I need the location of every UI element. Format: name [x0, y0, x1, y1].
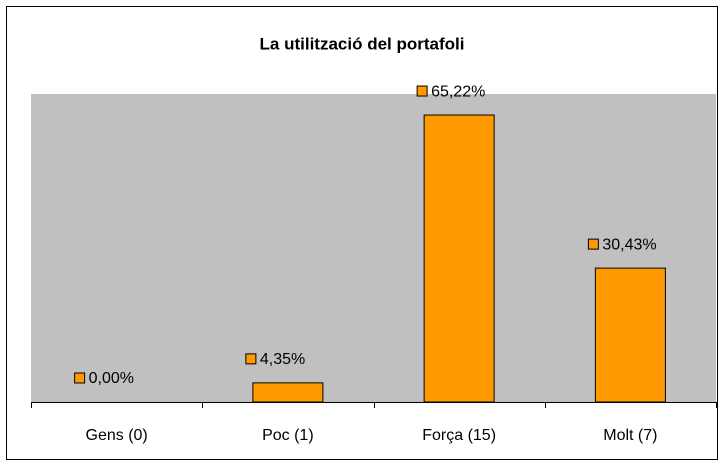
- label-key: [74, 372, 86, 384]
- data-label: 4,35%: [260, 351, 305, 368]
- bar: [252, 382, 324, 403]
- data-label: 65,22%: [431, 83, 485, 100]
- label-key: [245, 353, 257, 365]
- x-tick-label: Molt (7): [603, 427, 657, 444]
- bar: [594, 267, 666, 403]
- x-tick-label: Gens (0): [86, 427, 148, 444]
- x-tick-label: Força (15): [422, 427, 496, 444]
- data-label: 0,00%: [89, 370, 134, 387]
- bar: [423, 114, 495, 403]
- label-key: [416, 85, 428, 97]
- chart-title: La utilització del portafoli: [260, 34, 465, 53]
- data-label: 30,43%: [602, 236, 656, 253]
- x-tick-label: Poc (1): [262, 427, 314, 444]
- label-key: [587, 238, 599, 250]
